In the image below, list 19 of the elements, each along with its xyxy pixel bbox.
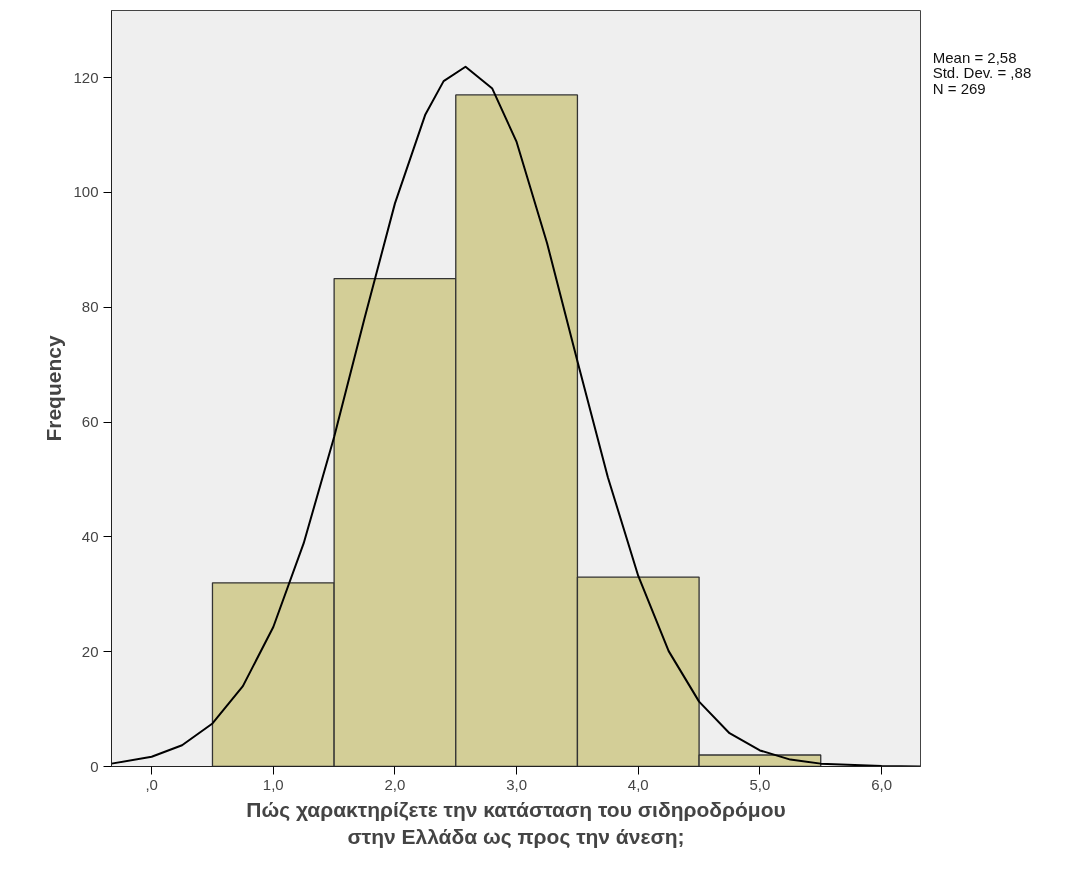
x-tick-label: 3,0 xyxy=(506,775,528,793)
y-tick-label: 60 xyxy=(81,413,99,431)
y-tick-label: 0 xyxy=(90,757,99,775)
y-tick-label: 120 xyxy=(73,68,99,86)
text: Std. Dev. = ,88 xyxy=(932,64,1032,82)
x-tick-label: ,0 xyxy=(145,775,158,793)
y-tick-label: 100 xyxy=(73,183,99,201)
y-tick-label: 80 xyxy=(81,298,99,316)
y-tick-label: 20 xyxy=(81,642,99,660)
x-tick-label: 2,0 xyxy=(384,775,406,793)
y-tick-label: 40 xyxy=(81,527,99,545)
x-tick-label: 5,0 xyxy=(749,775,771,793)
x-tick-label: 6,0 xyxy=(871,775,892,793)
x-axis-title: Πώς χαρακτηρίζετε την κατάσταση του σιδηροδρόμου στην Ελλάδα ως προς την άνεση; xyxy=(246,797,786,850)
text: Mean = 2,58 xyxy=(932,48,1017,66)
x-tick-label: 4,0 xyxy=(627,775,649,793)
x-tick-label: 1,0 xyxy=(262,775,284,793)
text: N = 269 xyxy=(932,79,986,97)
y-axis-title: Frequency xyxy=(42,335,66,442)
